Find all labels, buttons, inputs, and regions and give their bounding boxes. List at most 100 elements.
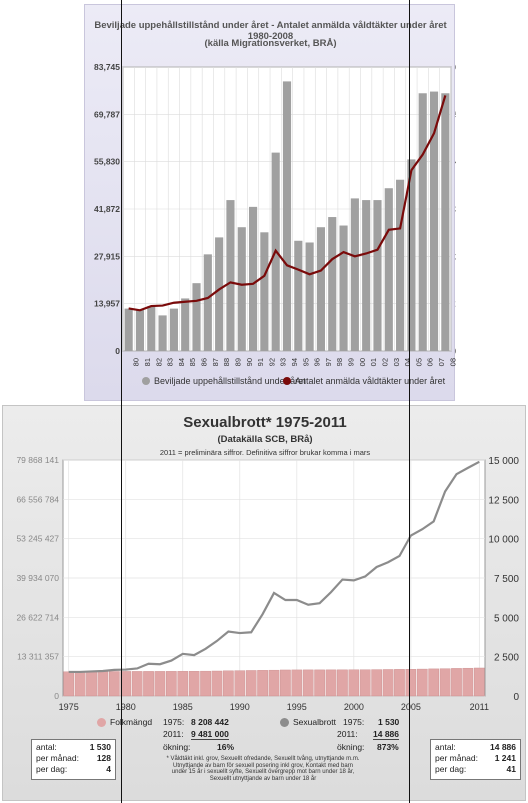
info-box-1975: antal: 1 530 per månad: 128 per dag: 4: [31, 739, 116, 780]
box-right-antal-label: antal:: [435, 742, 456, 752]
chart2-y-tick-left: 66 556 784: [16, 494, 59, 504]
chart1-legend-bars: Beviljade uppehållstillstånd under året: [142, 376, 306, 386]
chart2-bar: [200, 670, 211, 697]
chart1-x-tick: 01: [369, 358, 378, 366]
chart2-y-tick-right: 15 000: [488, 456, 519, 467]
chart2-title: Sexualbrott* 1975-2011: [183, 414, 347, 431]
chart2-bar: [234, 670, 246, 697]
chart1-bar: [260, 232, 269, 351]
chart1-x-tick: 06: [426, 358, 435, 366]
chart2-bar: [280, 669, 291, 697]
sex-dot-icon: [280, 718, 289, 727]
chart2-bar: [211, 670, 223, 697]
chart1-x-tick: 00: [358, 358, 367, 366]
chart1-x-tick: 87: [211, 358, 220, 366]
chart2-bar: [473, 667, 485, 697]
chart1-bar: [169, 308, 178, 351]
box-right-manad: 1 241: [494, 753, 516, 763]
folk-2011-label: 2011:: [163, 729, 184, 739]
chart1-y-tick-right: 4,000: [455, 158, 456, 167]
chart2-bar: [97, 671, 109, 697]
chart2-series-line: [68, 460, 480, 674]
chart1-bar: [305, 242, 314, 351]
chart2-y-tick-left: 26 622 714: [16, 612, 59, 622]
chart2-bar: [143, 671, 154, 697]
chart1-series-line: [128, 95, 447, 312]
chart1-y-tick-right: 2,000: [455, 252, 456, 261]
chart1-x-tick: 05: [414, 358, 423, 366]
chart2-bar: [428, 668, 440, 697]
chart2-x-tick: 2000: [344, 702, 364, 712]
footnote-line: Sexuellt utnyttjande av barn under 18 år: [209, 775, 317, 782]
chart2-bar: [223, 670, 234, 697]
chart2-bar: [302, 669, 314, 697]
chart1-bar: [248, 206, 258, 351]
folk-okning-value: 16%: [217, 742, 235, 752]
chart1-x-tick: 08: [448, 358, 456, 366]
chart2-y-tick-right: 12 500: [488, 495, 519, 506]
chart1-y-tick-left: 13,957: [94, 299, 120, 309]
chart2-bar: [177, 671, 189, 697]
box-right-dag-label: per dag:: [435, 764, 467, 774]
chart1-bar: [418, 93, 427, 352]
chart1-bar: [339, 225, 348, 351]
chart1-x-tick: 86: [200, 358, 209, 366]
box-left-manad: 128: [96, 753, 111, 763]
chart2-bar: [337, 669, 348, 697]
chart2-y-tick-left: 39 934 070: [16, 573, 59, 583]
chart1-x-tick: 84: [177, 358, 186, 366]
chart2-x-tick: 2011: [470, 702, 489, 712]
chart2-bar: [462, 667, 474, 697]
chart2-x-tick: 2005: [401, 702, 421, 712]
chart1-x-tick: 88: [222, 358, 231, 366]
chart2-bar: [131, 671, 143, 697]
chart2-subtitle: (Datakälla SCB, BRå): [217, 434, 313, 445]
chart2-y-tick-left: 53 245 427: [16, 534, 59, 544]
chart1-y-tick-left: 55,830: [94, 157, 120, 167]
chart2-x-tick: 1980: [116, 702, 136, 712]
chart1-bar: [192, 283, 201, 351]
chart2-y-tick-left: 0: [54, 691, 59, 701]
chart2-bar: [314, 669, 325, 697]
chart1-bar: [135, 309, 145, 351]
chart2-x-tick: 1975: [59, 702, 79, 712]
box-left-antal-label: antal:: [36, 742, 57, 752]
chart1-x-tick: 96: [313, 358, 322, 366]
chart1-bar: [158, 315, 167, 351]
chart1-x-tick: 98: [335, 358, 344, 366]
chart1-x-tick: 91: [256, 358, 265, 366]
chart2-bar: [451, 668, 462, 697]
chart1-x-tick: 92: [267, 358, 276, 366]
chart2-panel: Sexualbrott* 1975-2011 (Datakälla SCB, B…: [2, 405, 526, 801]
chart2-bar: [359, 669, 371, 697]
chart2-bar: [416, 668, 428, 697]
footnote: * Våldtäkt inkl. grov, Sexuellt ofredand…: [143, 756, 383, 782]
chart1-bar: [282, 81, 292, 351]
chart2-bar: [291, 669, 303, 697]
chart1-y-tick-right: 3,000: [455, 205, 456, 214]
folk-1975-label: 1975:: [163, 717, 185, 727]
folk-1975-value: 8 208 442: [191, 717, 229, 727]
chart2-bar: [439, 668, 451, 697]
chart1-title: Beviljade uppehållstillstånd under året …: [94, 20, 447, 42]
chart1-y-tick-left: 27,915: [94, 251, 120, 261]
chart1-x-tick: 85: [188, 358, 197, 366]
chart1-x-tick: 80: [132, 358, 141, 366]
sex-label: Sexualbrott: [293, 717, 336, 727]
box-left-antal: 1 530: [89, 742, 111, 752]
chart1-y-tick-left: 0: [115, 346, 120, 356]
chart1-x-tick: 02: [380, 358, 389, 366]
footnote-line: under 15 år i sexuellt syfte, Sexuellt ö…: [171, 769, 355, 775]
legend-bar-dot-icon: [142, 377, 150, 385]
chart1-bar: [203, 254, 212, 351]
chart2-y-tick-right: 2 500: [494, 653, 519, 664]
chart1-x-tick: 90: [245, 358, 254, 366]
sex-2011-label: 2011:: [337, 729, 358, 739]
chart2-bar: [120, 671, 132, 697]
chart2-bar: [86, 671, 97, 697]
folk-label: Folkmängd: [110, 717, 153, 727]
chart1-bar: [384, 188, 393, 351]
chart1-x-tick: 03: [392, 358, 401, 366]
chart2-y-tick-right: 7 500: [494, 574, 519, 585]
chart2-y-tick-right: 0: [513, 692, 519, 703]
